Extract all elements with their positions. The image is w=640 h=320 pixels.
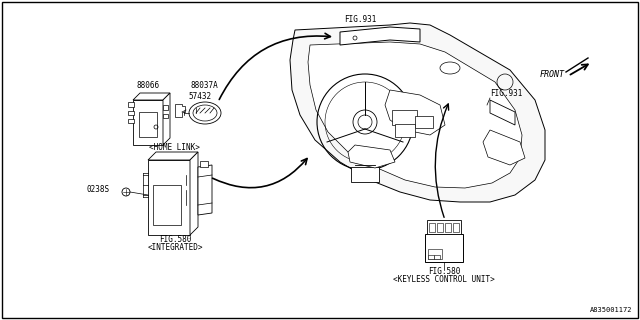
Polygon shape (290, 23, 545, 202)
Bar (128, 119, 134, 123)
Bar (351, 167, 379, 182)
Text: 0238S: 0238S (87, 185, 110, 194)
Bar (139, 112, 157, 137)
Text: A835001172: A835001172 (589, 307, 632, 313)
Bar (428, 249, 442, 259)
Polygon shape (308, 42, 522, 188)
Polygon shape (483, 130, 525, 165)
Polygon shape (340, 27, 420, 45)
Polygon shape (175, 104, 185, 117)
Bar (428, 255, 434, 259)
Bar (128, 111, 134, 115)
Polygon shape (133, 100, 163, 145)
Polygon shape (163, 93, 170, 145)
Text: FIG.580: FIG.580 (159, 235, 191, 244)
Text: FIG.580: FIG.580 (428, 267, 460, 276)
Bar (425, 234, 463, 262)
Text: FIG.931: FIG.931 (490, 89, 522, 98)
Polygon shape (348, 145, 395, 168)
Polygon shape (148, 160, 190, 235)
Polygon shape (198, 165, 212, 215)
Bar (453, 223, 459, 232)
Bar (445, 223, 451, 232)
Bar (429, 223, 435, 232)
Text: <HOME LINK>: <HOME LINK> (148, 143, 200, 152)
Bar (163, 105, 168, 110)
Polygon shape (148, 152, 198, 160)
Bar (200, 161, 208, 167)
Text: 88037A: 88037A (190, 81, 218, 90)
Text: FRONT: FRONT (540, 70, 565, 79)
Bar (128, 102, 134, 107)
Bar (163, 114, 168, 118)
Text: <INTEGRATED>: <INTEGRATED> (147, 243, 203, 252)
Bar (395, 124, 415, 137)
Bar (434, 255, 440, 259)
Text: 57432: 57432 (188, 92, 211, 101)
Polygon shape (385, 90, 445, 135)
Bar (415, 116, 433, 128)
Bar (437, 223, 443, 232)
Polygon shape (190, 152, 198, 235)
Text: 88066: 88066 (136, 81, 159, 90)
Text: FIG.931: FIG.931 (344, 15, 376, 24)
Polygon shape (490, 100, 515, 125)
Text: <KEYLESS CONTROL UNIT>: <KEYLESS CONTROL UNIT> (393, 275, 495, 284)
Bar (392, 110, 417, 125)
Polygon shape (133, 93, 170, 100)
Bar (427, 220, 461, 234)
Bar (153, 185, 181, 225)
